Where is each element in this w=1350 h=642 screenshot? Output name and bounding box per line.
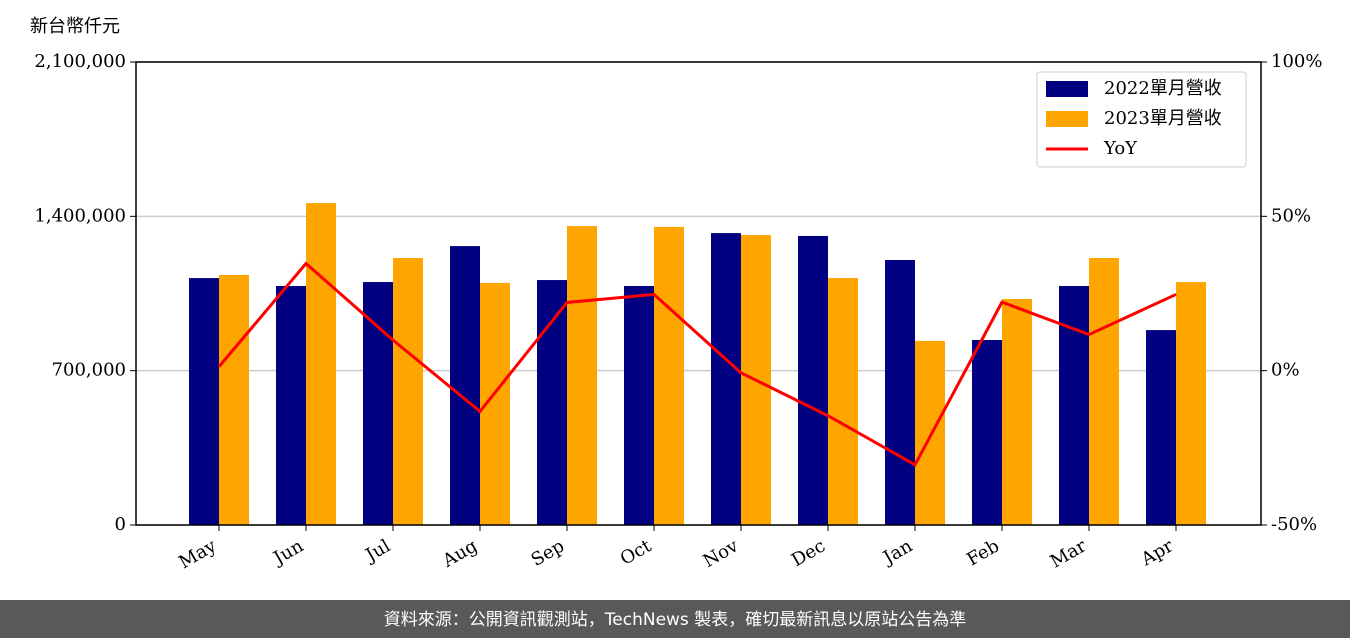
bar [306, 203, 336, 525]
legend-label: 2023單月營收 [1104, 108, 1222, 129]
x-tick-label: Feb [963, 535, 1003, 570]
legend-box [1036, 71, 1247, 168]
bar [276, 286, 306, 525]
y-tick-label: 2,100,000 [34, 51, 126, 72]
y-tick-label: 0 [115, 514, 126, 535]
x-tick-label: Oct [617, 535, 656, 570]
y2-tick-label: 50% [1271, 205, 1311, 226]
x-tick-label: May [175, 535, 220, 573]
footer: 資料來源：公開資訊觀測站，TechNews 製表，確切最新訊息以原站公告為準 [384, 610, 966, 630]
bar [711, 233, 741, 525]
bar [828, 278, 858, 525]
x-tick-label: Mar [1047, 535, 1091, 572]
bar [450, 246, 480, 525]
legend: 2022單月營收 2023單月營收 YoY [1036, 71, 1247, 168]
bar [624, 286, 654, 525]
bar [798, 235, 828, 525]
legend-swatch [1046, 111, 1088, 127]
y-tick-label: 700,000 [52, 360, 126, 381]
legend-label: YoY [1103, 138, 1138, 159]
x-tick-label: Aug [438, 535, 481, 572]
bar [972, 340, 1002, 525]
x-tick-label: Jan [878, 535, 916, 569]
x-tick-label: Jul [360, 535, 394, 567]
x-tick-label: Apr [1137, 535, 1177, 570]
y2-tick-label: 0% [1271, 360, 1300, 381]
bar [654, 226, 684, 525]
legend-label: 2022單月營收 [1104, 78, 1222, 99]
bar [1176, 282, 1206, 525]
bar [1002, 299, 1032, 525]
x-tick-label: Dec [788, 535, 829, 571]
x-tick-label: Nov [700, 535, 743, 572]
x-tick-label: Sep [528, 535, 568, 570]
bar [1089, 258, 1119, 525]
bar [537, 280, 567, 525]
footer-bar [0, 600, 1350, 638]
bar [567, 226, 597, 525]
bar [219, 274, 249, 525]
plot-frame [135, 61, 1262, 526]
y2-tick-label: 100% [1271, 51, 1322, 72]
line [217, 261, 1177, 467]
y-axis-label: 新台幣仟元 [30, 16, 120, 37]
y-tick-label: 1,400,000 [34, 205, 126, 226]
bar [393, 258, 423, 525]
legend-swatch [1046, 81, 1088, 97]
y2-tick-label: -50% [1271, 514, 1317, 535]
bar [1146, 330, 1176, 525]
bar [363, 282, 393, 525]
bar [915, 340, 945, 525]
bar [885, 259, 915, 525]
x-tick-label: Jun [268, 535, 307, 570]
bar [189, 278, 219, 525]
bar [1059, 286, 1089, 525]
